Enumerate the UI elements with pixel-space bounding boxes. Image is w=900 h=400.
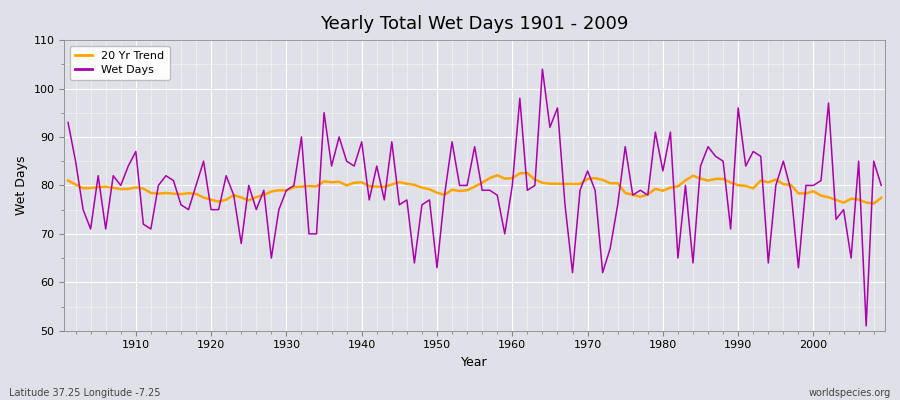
Wet Days — [876, 183, 886, 188]
Legend: 20 Yr Trend, Wet Days: 20 Yr Trend, Wet Days — [70, 46, 169, 80]
20 Yr Trend — [63, 178, 74, 183]
Y-axis label: Wet Days: Wet Days — [15, 156, 28, 215]
Wet Days — [605, 246, 616, 251]
20 Yr Trend — [605, 181, 616, 186]
X-axis label: Year: Year — [462, 356, 488, 369]
20 Yr Trend — [522, 171, 533, 176]
Wet Days — [500, 232, 510, 236]
Line: Wet Days: Wet Days — [68, 69, 881, 326]
Line: 20 Yr Trend: 20 Yr Trend — [68, 173, 881, 204]
20 Yr Trend — [500, 176, 510, 181]
Wet Days — [63, 120, 74, 125]
Text: Latitude 37.25 Longitude -7.25: Latitude 37.25 Longitude -7.25 — [9, 388, 160, 398]
20 Yr Trend — [868, 201, 879, 206]
20 Yr Trend — [334, 179, 345, 184]
Wet Days — [537, 67, 548, 72]
20 Yr Trend — [876, 195, 886, 200]
Text: worldspecies.org: worldspecies.org — [809, 388, 891, 398]
Wet Days — [507, 183, 517, 188]
Title: Yearly Total Wet Days 1901 - 2009: Yearly Total Wet Days 1901 - 2009 — [320, 15, 629, 33]
Wet Days — [334, 134, 345, 139]
Wet Days — [860, 324, 871, 328]
20 Yr Trend — [289, 185, 300, 190]
Wet Days — [123, 164, 134, 168]
20 Yr Trend — [507, 176, 517, 180]
20 Yr Trend — [123, 186, 134, 191]
Wet Days — [289, 183, 300, 188]
